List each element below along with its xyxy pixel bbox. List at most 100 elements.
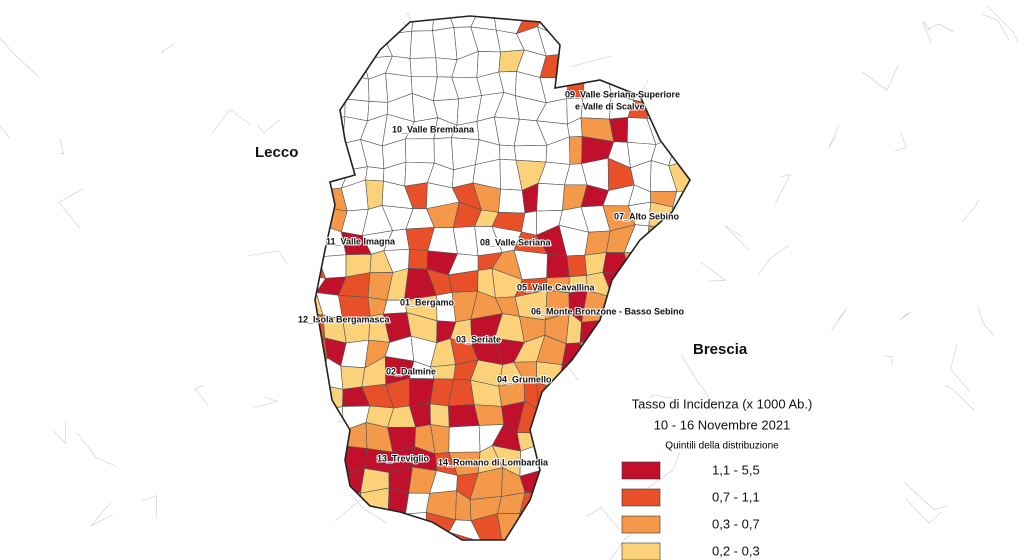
municipality bbox=[315, 121, 329, 147]
legend-swatch bbox=[621, 461, 661, 480]
municipality bbox=[317, 556, 341, 560]
municipality bbox=[613, 361, 635, 391]
municipality bbox=[670, 475, 690, 496]
municipality bbox=[495, 555, 516, 560]
municipality bbox=[585, 16, 612, 31]
municipality bbox=[432, 27, 458, 60]
legend-title: Tasso di Incidenza (x 1000 Ab.) bbox=[632, 396, 813, 411]
municipality bbox=[517, 513, 546, 540]
municipality bbox=[321, 51, 345, 75]
municipality bbox=[651, 314, 677, 347]
province-border bbox=[314, 15, 691, 541]
municipality bbox=[558, 384, 591, 409]
municipality bbox=[320, 430, 348, 452]
municipality bbox=[343, 51, 369, 80]
municipality bbox=[717, 93, 745, 126]
legend-label: 0,3 - 0,7 bbox=[712, 516, 760, 531]
municipality bbox=[670, 516, 690, 540]
municipality bbox=[514, 539, 544, 540]
boundary bbox=[758, 244, 790, 275]
municipality bbox=[694, 364, 724, 383]
municipality bbox=[513, 144, 548, 163]
municipality bbox=[632, 361, 656, 385]
municipality bbox=[581, 424, 610, 452]
municipality bbox=[427, 531, 458, 540]
municipality bbox=[536, 556, 568, 560]
municipality bbox=[365, 179, 384, 210]
municipality bbox=[429, 403, 450, 428]
municipality bbox=[668, 16, 690, 32]
municipality bbox=[603, 16, 631, 38]
municipality bbox=[714, 246, 735, 276]
municipality bbox=[649, 273, 677, 302]
boundary bbox=[922, 21, 932, 43]
municipality bbox=[607, 424, 634, 448]
municipality bbox=[409, 57, 438, 78]
municipality bbox=[717, 291, 742, 324]
municipality bbox=[625, 25, 656, 59]
municipality bbox=[651, 341, 677, 367]
municipality bbox=[535, 432, 569, 451]
boundary bbox=[142, 495, 157, 519]
boundary bbox=[680, 354, 713, 403]
boundary bbox=[899, 311, 912, 321]
municipality bbox=[448, 425, 481, 453]
district-label: 10_Valle Brembana bbox=[392, 124, 475, 134]
municipality bbox=[538, 468, 563, 498]
municipality bbox=[672, 557, 693, 560]
municipality bbox=[652, 362, 681, 385]
municipality bbox=[566, 254, 587, 278]
municipality bbox=[346, 16, 371, 34]
municipality bbox=[315, 536, 327, 540]
boundary bbox=[724, 225, 750, 251]
municipality bbox=[646, 16, 681, 29]
municipality bbox=[713, 207, 746, 230]
boundary bbox=[350, 494, 387, 524]
municipality bbox=[315, 203, 323, 226]
boundary bbox=[945, 385, 975, 411]
municipality bbox=[721, 137, 745, 167]
municipality bbox=[315, 74, 323, 95]
boundary bbox=[0, 37, 39, 77]
municipality bbox=[324, 32, 347, 53]
municipality bbox=[674, 338, 690, 367]
municipality bbox=[320, 406, 344, 434]
legend-period: 10 - 16 Novembre 2021 bbox=[654, 417, 791, 432]
municipality bbox=[315, 450, 324, 478]
boundary bbox=[700, 261, 727, 282]
district-label: 05_Valle Cavallina bbox=[517, 282, 596, 292]
district-label: 02_Dalmine bbox=[386, 366, 436, 376]
municipality bbox=[317, 445, 348, 478]
legend-swatch bbox=[621, 515, 661, 534]
boundary bbox=[977, 306, 994, 336]
district-label: 09_Valle Seriana Superiore bbox=[565, 89, 680, 99]
neighbor-label: Lecco bbox=[255, 144, 298, 161]
municipality bbox=[315, 405, 326, 434]
municipality bbox=[623, 336, 654, 363]
legend-swatch bbox=[621, 542, 661, 560]
municipality bbox=[315, 357, 328, 389]
municipality bbox=[588, 555, 612, 560]
boundary bbox=[254, 396, 279, 408]
municipality bbox=[722, 158, 745, 188]
municipality bbox=[405, 138, 435, 164]
municipality bbox=[324, 16, 349, 38]
municipality bbox=[584, 50, 608, 75]
municipality bbox=[672, 224, 690, 253]
municipality bbox=[652, 25, 681, 59]
boundary bbox=[775, 174, 791, 204]
municipality bbox=[452, 226, 479, 257]
district-labels: 09_Valle Seriana Superiore e Valle di Sca… bbox=[297, 88, 686, 468]
municipality bbox=[692, 252, 722, 272]
municipality bbox=[315, 159, 325, 191]
municipality bbox=[623, 317, 652, 347]
municipality bbox=[473, 542, 502, 560]
municipality bbox=[315, 143, 329, 167]
municipality bbox=[387, 513, 409, 540]
municipality bbox=[315, 475, 319, 500]
municipality bbox=[567, 53, 590, 79]
municipality bbox=[602, 29, 630, 52]
district-label: 14_Romano di Lombardia bbox=[438, 457, 549, 467]
municipality bbox=[405, 512, 428, 538]
municipality bbox=[315, 498, 326, 519]
